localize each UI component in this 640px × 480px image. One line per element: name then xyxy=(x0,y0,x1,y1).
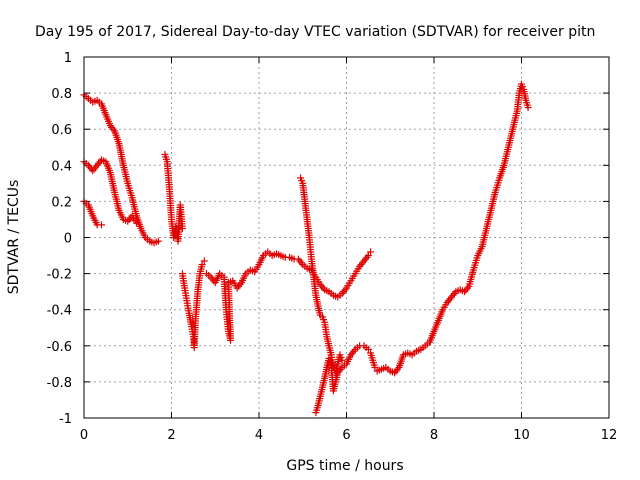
chart-title: Day 195 of 2017, Sidereal Day-to-day VTE… xyxy=(35,24,595,40)
y-tick-label: -0.6 xyxy=(47,340,72,355)
y-tick-label: -0.4 xyxy=(47,304,72,319)
data-point xyxy=(178,224,186,232)
y-tick-label: -0.2 xyxy=(47,268,72,283)
data-point xyxy=(371,363,379,371)
x-tick-label: 2 xyxy=(167,428,175,443)
y-tick-label: 0.2 xyxy=(51,195,72,210)
plot-frame xyxy=(83,56,610,419)
data-point xyxy=(338,356,346,364)
data-point xyxy=(364,345,372,353)
data-point xyxy=(154,237,162,245)
data-point xyxy=(198,261,206,269)
data-point xyxy=(364,252,372,260)
data-point xyxy=(98,221,105,229)
x-tick-label: 10 xyxy=(513,428,530,443)
y-tick-label: -0.8 xyxy=(47,376,72,391)
x-tick-label: 0 xyxy=(80,428,88,443)
tick-labels: 0 2 4 6 8 10 12 -1 -0.8 -0.6 -0.4 -0.2 0 0.2 0.4 0.6 0.8… xyxy=(47,51,618,443)
y-tick-label: 0.6 xyxy=(51,123,72,138)
data-point xyxy=(133,219,140,227)
grid-lines xyxy=(84,57,609,418)
x-tick-label: 12 xyxy=(601,428,618,443)
x-tick-label: 4 xyxy=(255,428,263,443)
data-points xyxy=(80,80,532,417)
x-tick-label: 6 xyxy=(342,428,350,443)
y-tick-label: 0.8 xyxy=(51,87,72,102)
data-point xyxy=(524,104,532,112)
y-tick-label: 0 xyxy=(64,232,72,247)
y-tick-label: 0.4 xyxy=(51,159,72,174)
x-tick-label: 8 xyxy=(430,428,438,443)
y-tick-label: -1 xyxy=(59,412,72,427)
data-point xyxy=(200,257,208,265)
y-axis-label: SDTVAR / TECUs xyxy=(6,180,22,295)
data-point xyxy=(367,248,375,256)
y-tick-label: 1 xyxy=(64,51,72,66)
x-axis-label: GPS time / hours xyxy=(286,458,403,474)
